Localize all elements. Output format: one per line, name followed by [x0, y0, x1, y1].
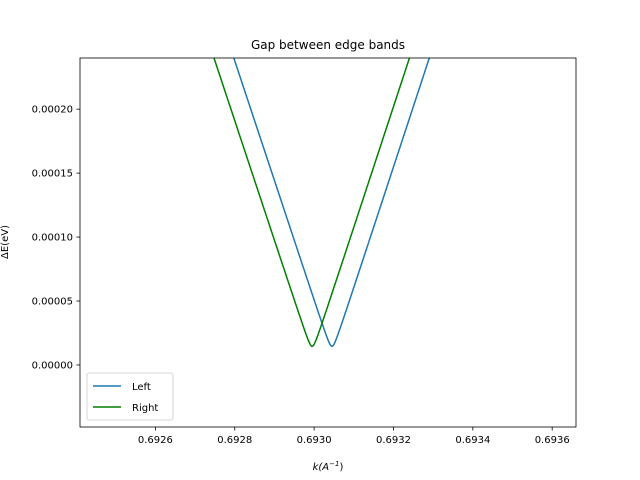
chart-title: Gap between edge bands: [251, 38, 405, 52]
legend-box: [86, 372, 174, 421]
x-tick-label: 0.6936: [535, 435, 570, 446]
legend-label-left: Left: [132, 382, 151, 393]
series-line-right: [213, 58, 411, 348]
legend: Left Right: [86, 372, 174, 421]
x-tick-label: 0.6926: [138, 435, 173, 446]
x-tick-label: 0.6932: [376, 435, 411, 446]
y-tick-label: 0.00020: [32, 105, 73, 116]
y-tick-label: 0.00005: [32, 297, 73, 308]
x-tick-label: 0.6928: [217, 435, 252, 446]
y-tick-label: 0.00000: [32, 360, 73, 371]
plot-area: 0.6926 0.6928 0.6930 0.6932 0.6934 0.6936 0.00…: [32, 57, 577, 446]
plot-frame: [79, 57, 577, 428]
series-line-left: [233, 58, 431, 348]
x-tick-label: 0.6930: [297, 435, 332, 446]
y-tick-label: 0.00010: [32, 233, 73, 244]
x-tick-label: 0.6934: [455, 435, 490, 446]
y-axis-label: ΔE(eV): [0, 225, 11, 259]
legend-label-right: Right: [132, 403, 158, 414]
y-tick-label: 0.00015: [32, 169, 73, 180]
x-axis-label: k(A−1): [313, 460, 344, 473]
